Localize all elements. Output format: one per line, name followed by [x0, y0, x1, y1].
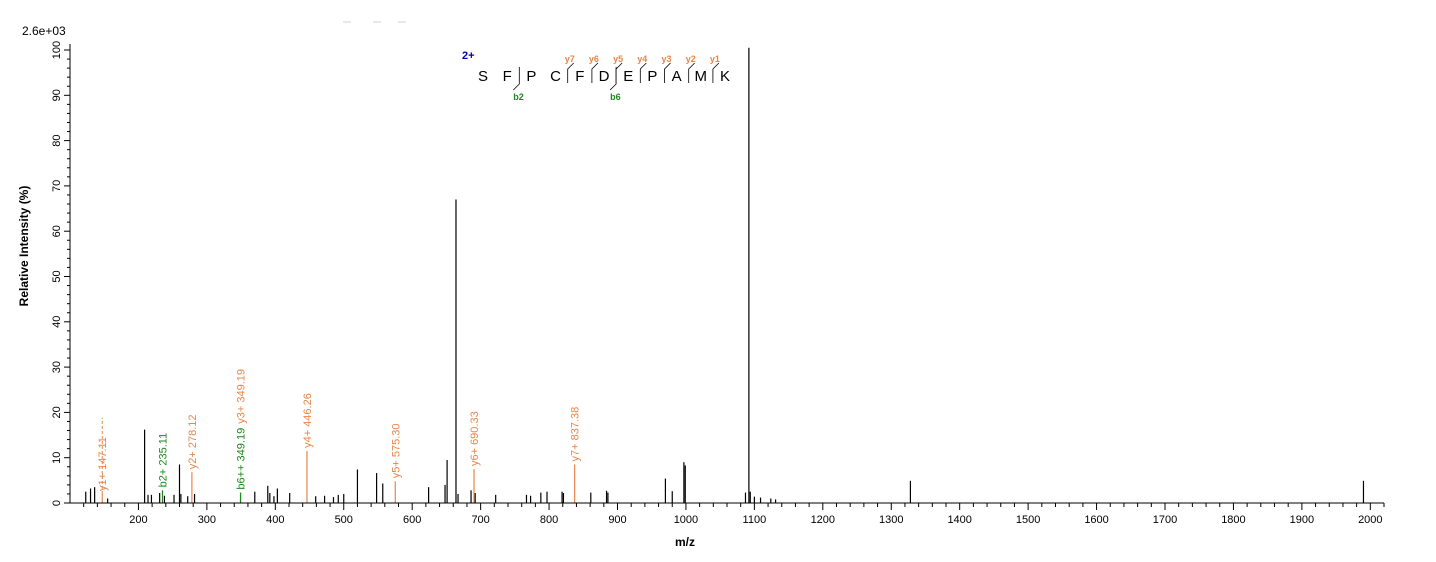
x-tick-label-1600: 1600 [1084, 514, 1108, 526]
peak-label-7: y6+ 690.33 [469, 411, 481, 466]
x-tick-label-1000: 1000 [674, 514, 698, 526]
y-ion-label-5: y2 [686, 54, 696, 64]
y-ion-bracket-6 [712, 62, 720, 83]
y-ion-bracket-4 [664, 62, 671, 83]
y-ion-bracket-5 [688, 62, 695, 83]
y-tick-label-90: 90 [51, 89, 63, 101]
y-ion-label-6: y1 [710, 54, 720, 64]
residue-6: E [623, 68, 633, 85]
x-tick-label-1800: 1800 [1221, 514, 1245, 526]
peaks-layer [85, 47, 1365, 503]
b-ion-bracket-1 [609, 67, 617, 91]
peak-label-1: b2+ 235.11 [157, 433, 169, 488]
residue-3: C [550, 68, 561, 85]
x-tick-label-700: 700 [471, 514, 489, 526]
x-tick-label-1900: 1900 [1290, 514, 1314, 526]
y-tick-label-100: 100 [51, 41, 63, 59]
x-tick-label-500: 500 [335, 514, 353, 526]
x-tick-label-1700: 1700 [1153, 514, 1177, 526]
y-tick-label-60: 60 [51, 225, 63, 237]
y-ion-bracket-0 [567, 62, 574, 83]
y-ion-label-4: y3 [662, 54, 672, 64]
x-tick-label-900: 900 [608, 514, 626, 526]
y-tick-label-30: 30 [51, 361, 63, 373]
peak-label-2: y2+ 278.12 [187, 414, 199, 469]
peak-label-6: y5+ 575.30 [390, 424, 402, 479]
y-axis-title: Relative Intensity (%) [17, 186, 31, 307]
x-tick-label-1400: 1400 [947, 514, 971, 526]
y-ion-bracket-3 [639, 62, 647, 83]
residue-10: K [720, 68, 730, 85]
residue-7: P [647, 68, 657, 85]
y-tick-label-20: 20 [51, 406, 63, 418]
y-ion-label-2: y5 [613, 54, 623, 64]
residue-4: F [575, 68, 584, 85]
peak-label-8: y7+ 837.38 [570, 407, 582, 462]
b-ion-label-1: b6 [610, 92, 621, 102]
x-tick-label-1300: 1300 [879, 514, 903, 526]
x-tick-label-600: 600 [403, 514, 421, 526]
x-tick-label-1200: 1200 [811, 514, 835, 526]
x-tick-label-400: 400 [266, 514, 284, 526]
y-ion-label-3: y4 [637, 54, 647, 64]
axes-layer: 200 300 400 500 600 700 800 900 1000 1100 1200 1300… [51, 41, 1385, 526]
residue-8: A [672, 68, 682, 85]
x-tick-label-2000: 2000 [1358, 514, 1382, 526]
y-tick-label-80: 80 [51, 134, 63, 146]
x-tick-label-800: 800 [540, 514, 558, 526]
x-axis-title: m/z [675, 535, 695, 549]
b-ion-bracket-0 [513, 67, 520, 91]
y-tick-label-10: 10 [51, 452, 63, 464]
x-tick-label-1500: 1500 [1016, 514, 1040, 526]
residue-9: M [695, 68, 708, 85]
y-tick-label-70: 70 [51, 180, 63, 192]
x-tick-label-1100: 1100 [743, 514, 767, 526]
y-tick-label-50: 50 [51, 270, 63, 282]
x-tick-label-300: 300 [198, 514, 216, 526]
peak-label-3: y3+ 349.19 [236, 369, 248, 424]
precursor-charge-label: 2+ [462, 50, 475, 62]
residue-5: D [599, 68, 610, 85]
intensity-scale-label: 2.6e+03 [22, 24, 66, 38]
peak-label-5: y4+ 446.26 [302, 393, 314, 448]
b-ion-label-0: b2 [513, 92, 524, 102]
residue-1: F [503, 68, 512, 85]
peak-label-4: b6++ 349.19 [236, 428, 248, 490]
residue-0: S [478, 68, 488, 85]
y-ion-bracket-1 [591, 62, 599, 83]
y-ion-label-1: y6 [589, 54, 599, 64]
y-tick-label-0: 0 [51, 500, 63, 506]
peak-label-0: y1+ 147.11 [97, 437, 109, 491]
annotated-peaks-layer: y1+ 147.11 b2+ 235.11 y2+ 278.12 y3+ 349.19… [97, 369, 582, 503]
residue-2: P [526, 68, 536, 85]
x-tick-label-200: 200 [129, 514, 147, 526]
y-tick-label-40: 40 [51, 316, 63, 328]
y-ion-label-0: y7 [565, 54, 575, 64]
